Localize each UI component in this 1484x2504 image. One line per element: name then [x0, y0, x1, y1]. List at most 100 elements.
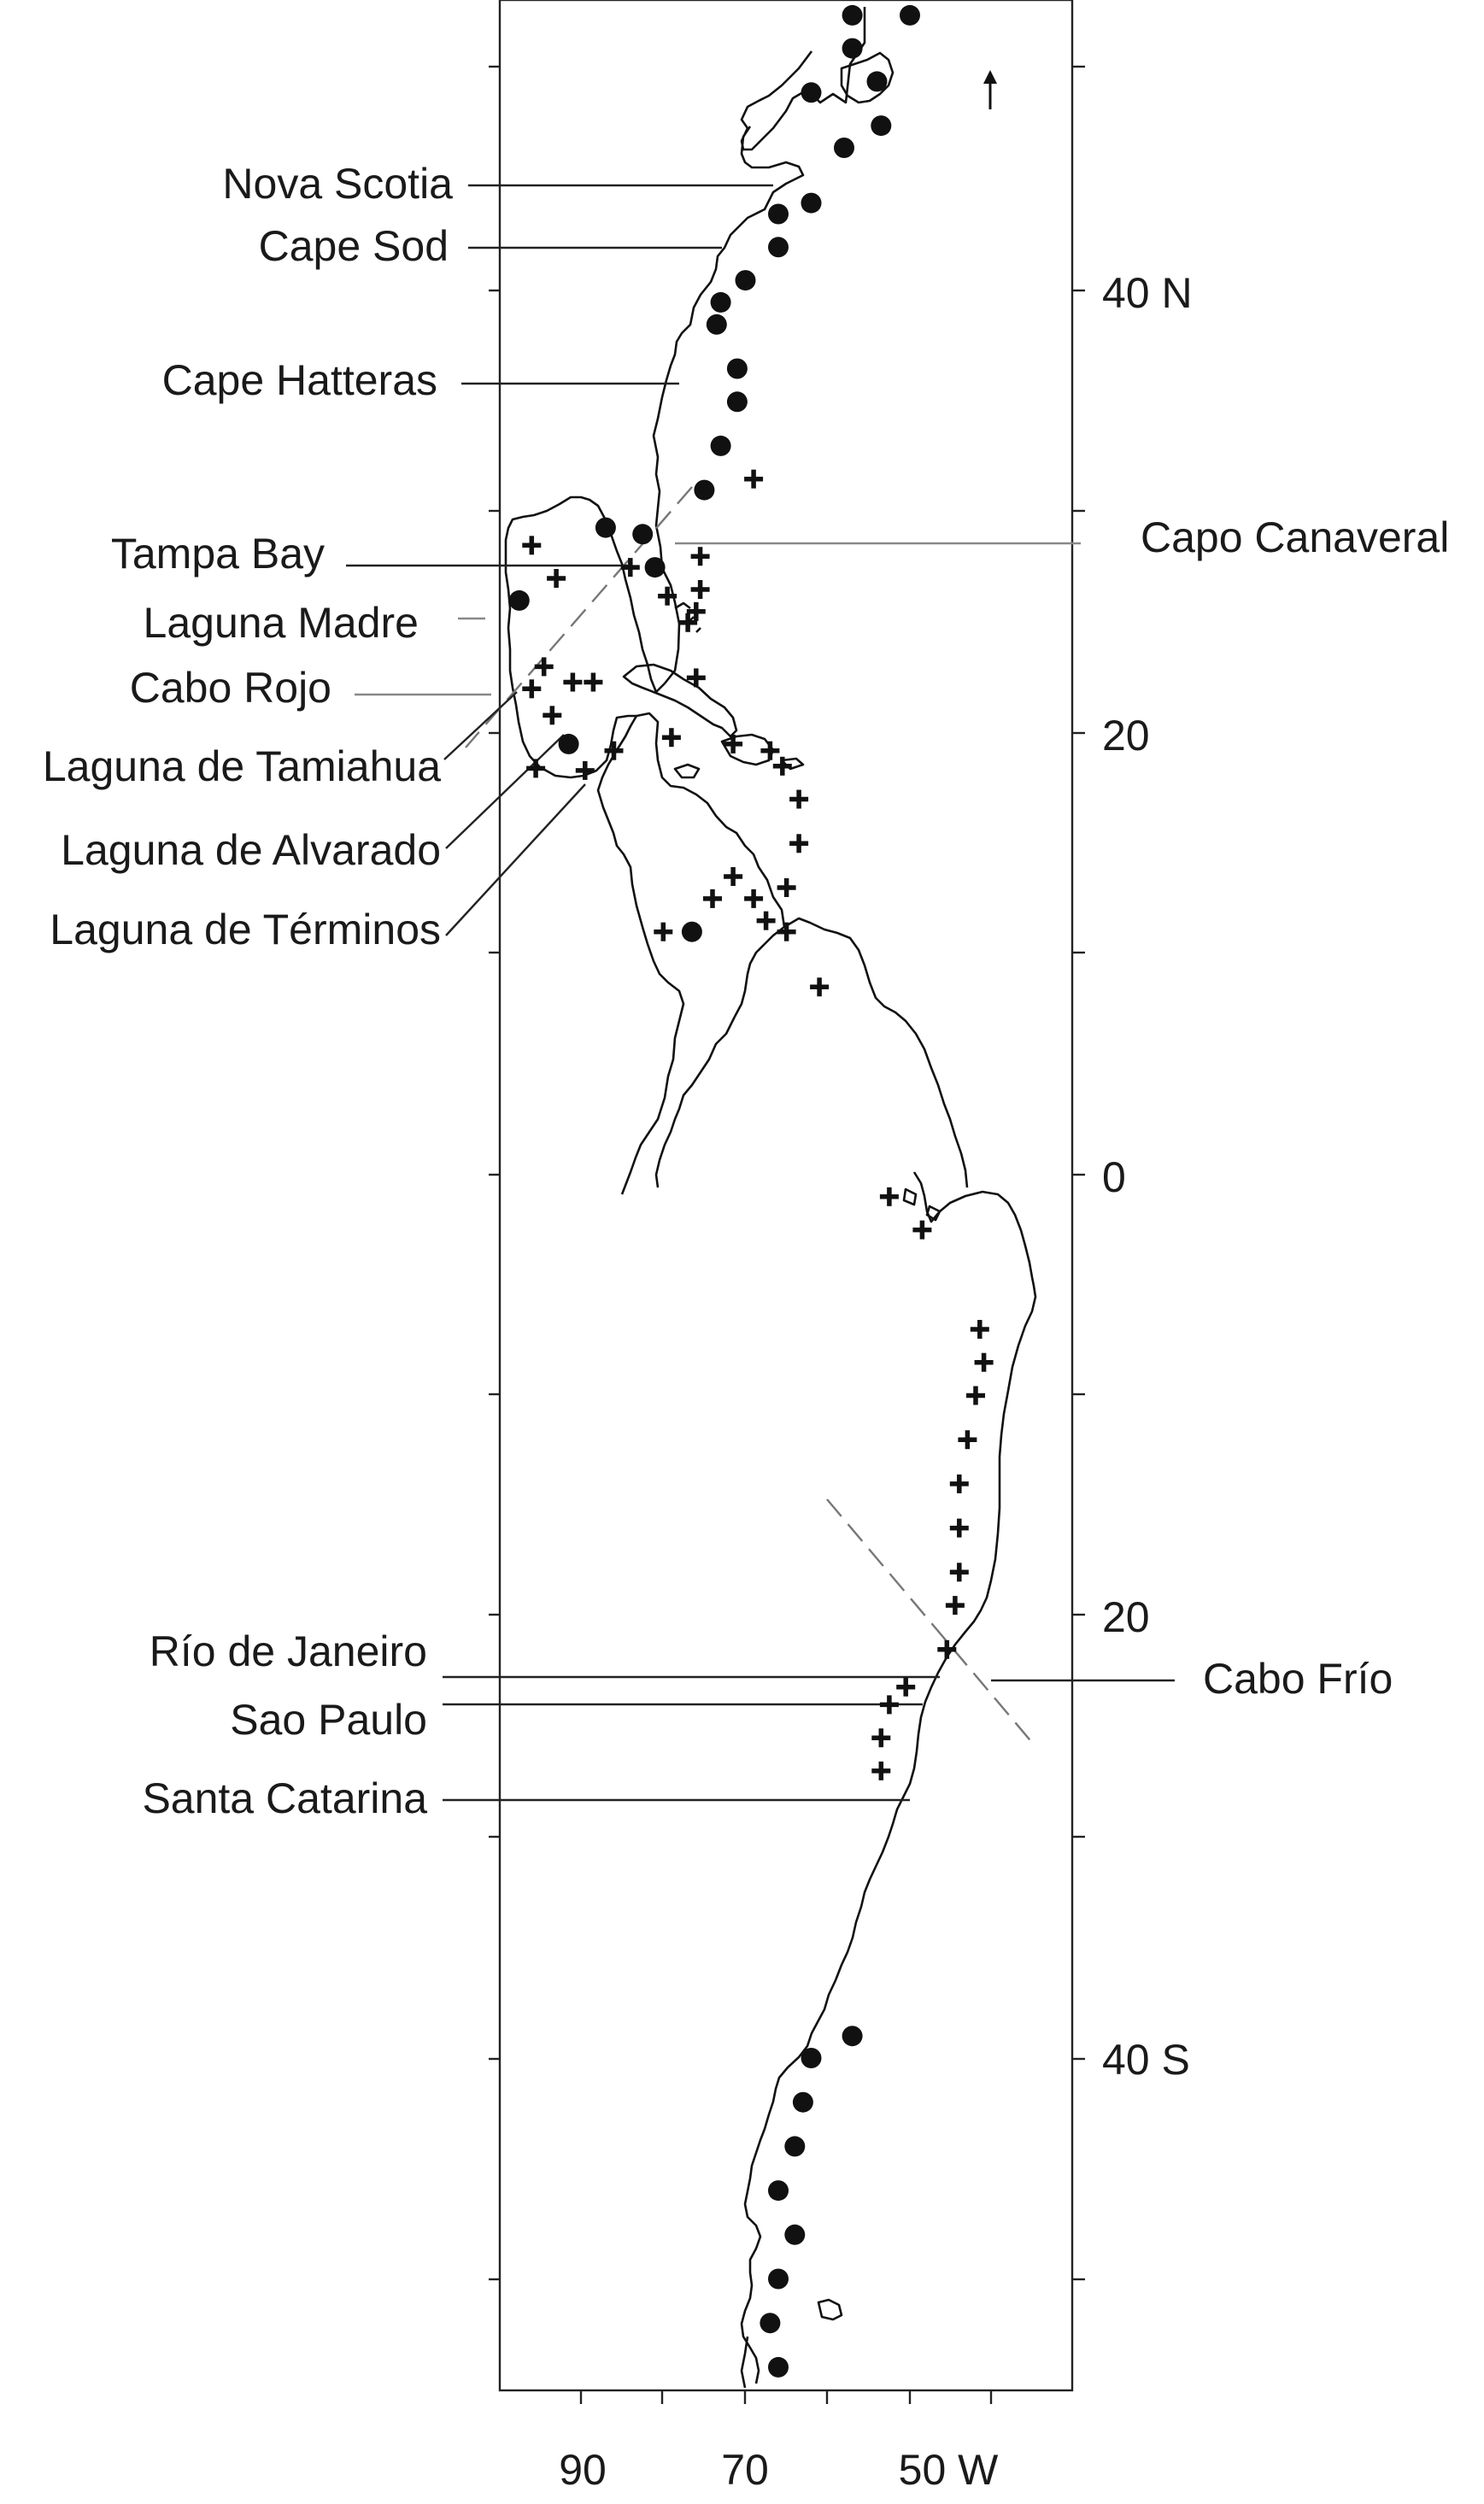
y-axis-ticks — [489, 65, 1085, 2281]
plus-site-marker — [871, 1728, 891, 1748]
plus-site-marker — [760, 741, 780, 760]
circle-site-marker — [801, 192, 822, 214]
circle-site-marker — [801, 2048, 822, 2068]
place-label-capo-canaveral: Capo Canaveral — [1141, 513, 1449, 561]
plus-site-marker — [690, 580, 710, 599]
falkland-islands — [817, 2298, 843, 2321]
circle-site-marker — [768, 2268, 789, 2290]
plus-site-marker — [970, 1320, 989, 1339]
plus-site-marker — [686, 668, 706, 688]
plus-site-marker — [563, 672, 583, 692]
plus-site-marker — [777, 922, 796, 941]
circle-site-marker — [558, 733, 579, 754]
circle-site-marker — [726, 391, 748, 413]
x-tick-label-70: 70 — [721, 2446, 769, 2494]
y-tick-label-20s: 20 — [1102, 1593, 1150, 1641]
plus-site-marker — [744, 888, 764, 908]
map-frame — [498, 0, 1074, 2392]
circle-site-marker — [900, 4, 920, 26]
circle-site-marker — [768, 203, 789, 225]
south-america-coastline — [740, 917, 1037, 2384]
place-label-laguna-de-alvarado: Laguna de Alvarado — [61, 826, 441, 874]
y-tick-label-0: 0 — [1102, 1153, 1126, 1201]
plus-site-marker — [724, 734, 743, 754]
place-label-sao-paulo: Sao Paulo — [230, 1696, 427, 1744]
circle-site-marker — [768, 237, 789, 258]
circle-site-marker — [508, 589, 530, 611]
circle-site-marker — [710, 291, 731, 313]
circle-site-marker — [768, 2180, 789, 2202]
plus-site-marker — [974, 1352, 994, 1372]
plus-site-marker — [945, 1596, 965, 1616]
plus-site-marker — [522, 679, 542, 699]
plus-site-marker — [526, 759, 546, 778]
plus-site-marker — [810, 977, 830, 997]
plus-site-marker — [584, 672, 603, 692]
plus-site-marker — [604, 741, 624, 760]
plus-site-marker — [658, 586, 677, 606]
plus-site-marker — [949, 1474, 969, 1493]
circle-site-marker — [644, 557, 666, 578]
arrow-up-icon — [983, 70, 997, 109]
plus-site-marker — [777, 878, 796, 897]
circle-site-marker — [842, 4, 863, 26]
plus-site-marker — [871, 1761, 891, 1780]
place-label-cape-sod: Cape Sod — [259, 222, 449, 270]
place-label-cabo-rojo: Cabo Rojo — [130, 664, 331, 712]
plus-site-marker — [912, 1220, 932, 1240]
place-label-cape-hatteras: Cape Hatteras — [162, 356, 437, 404]
plus-site-marker — [949, 1518, 969, 1538]
circle-site-marker — [694, 479, 715, 501]
plus-site-marker — [620, 558, 640, 578]
southern-boundary-dashed-line — [826, 1498, 1035, 1745]
northern-boundary-dashed-line — [465, 486, 693, 748]
circle-site-marker — [834, 138, 854, 158]
plus-site-marker — [789, 834, 809, 853]
circle-site-marker — [632, 524, 654, 545]
place-label-laguna-de-terminos: Laguna de Términos — [50, 906, 441, 953]
plus-site-marker — [547, 569, 566, 588]
plus-site-marker — [654, 922, 673, 941]
plus-site-marker — [575, 760, 595, 780]
pacific-coastline — [654, 1016, 736, 1188]
plus-site-marker — [744, 469, 764, 489]
y-tick-label-40s: 40 S — [1102, 2036, 1190, 2084]
place-label-laguna-madre: Laguna Madre — [144, 599, 419, 647]
circle-site-marker — [866, 71, 888, 92]
plus-site-marker — [772, 756, 792, 776]
plus-site-markers — [522, 469, 994, 1780]
circle-site-marker — [760, 2313, 781, 2334]
plus-site-marker — [958, 1430, 977, 1450]
north-america-coastline — [504, 7, 866, 1195]
place-labels-right: Capo Canaveral Cabo Frío — [1141, 513, 1449, 1703]
plus-site-marker — [896, 1677, 916, 1697]
plus-site-marker — [756, 911, 776, 930]
place-label-cabo-frio: Cabo Frío — [1203, 1655, 1393, 1703]
plus-site-marker — [703, 888, 722, 908]
circle-site-marker — [735, 270, 756, 291]
cuba-island — [622, 663, 738, 738]
place-label-santa-catarina: Santa Catarina — [142, 1774, 427, 1822]
circle-site-marker — [710, 435, 731, 456]
y-tick-label-20n: 20 — [1102, 712, 1150, 759]
plus-site-marker — [534, 657, 554, 677]
place-labels-left: Nova Scotia Cape Sod Cape Hatteras Tampa… — [43, 160, 453, 1822]
plus-site-marker — [879, 1187, 899, 1206]
plus-site-marker — [949, 1563, 969, 1582]
tierra-del-fuego — [740, 2336, 749, 2389]
plus-site-marker — [937, 1639, 957, 1659]
circle-site-marker — [681, 921, 702, 942]
place-label-nova-scotia: Nova Scotia — [222, 160, 453, 208]
y-tick-label-40n: 40 N — [1102, 269, 1193, 317]
circle-site-marker — [768, 2356, 789, 2378]
circle-site-marker — [792, 2091, 813, 2113]
place-label-rio-de-janeiro: Río de Janeiro — [150, 1627, 427, 1675]
newfoundland-island — [840, 51, 895, 104]
coastline — [504, 7, 1037, 2389]
circle-site-marker — [784, 2224, 806, 2245]
place-label-tampa-bay: Tampa Bay — [111, 530, 325, 578]
circle-site-marker — [801, 82, 822, 103]
plus-site-marker — [789, 789, 809, 809]
plus-site-marker — [686, 601, 706, 621]
place-label-laguna-de-tamiahua: Laguna de Tamiahua — [43, 742, 441, 790]
